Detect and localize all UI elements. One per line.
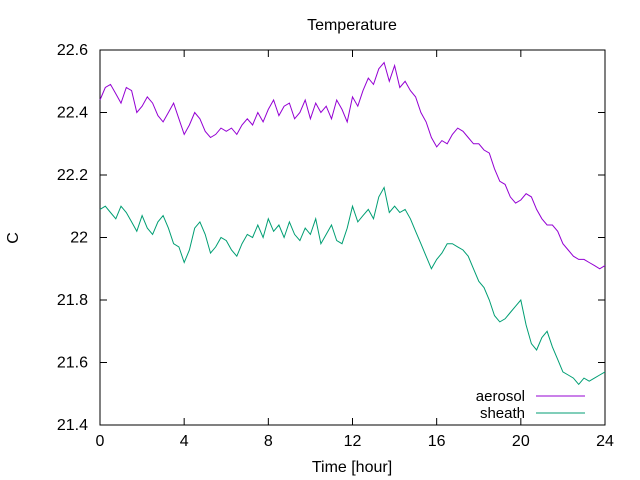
y-tick-label: 21.6 bbox=[57, 355, 88, 372]
x-tick-label: 12 bbox=[344, 433, 362, 450]
y-tick-label: 22 bbox=[70, 230, 88, 247]
x-tick-label: 8 bbox=[264, 433, 273, 450]
y-axis: 21.4 21.6 21.8 22 22.2 22.4 22.6 bbox=[57, 42, 605, 434]
plot-frame bbox=[99, 49, 606, 426]
x-axis-title: Time [hour] bbox=[312, 459, 392, 476]
x-tick-label: 4 bbox=[180, 433, 189, 450]
y-tick-label: 22.6 bbox=[57, 42, 88, 59]
y-axis-title: C bbox=[5, 232, 22, 244]
y-tick-label: 21.8 bbox=[57, 292, 88, 309]
x-tick-label: 24 bbox=[596, 433, 614, 450]
series-line-aerosol bbox=[99, 61, 606, 270]
legend-label-sheath: sheath bbox=[480, 405, 525, 422]
y-tick-label: 22.4 bbox=[57, 105, 88, 122]
series-layer bbox=[99, 61, 606, 386]
y-tick-label: 22.2 bbox=[57, 167, 88, 184]
x-tick-label: 16 bbox=[428, 433, 446, 450]
legend-label-aerosol: aerosol bbox=[476, 388, 525, 405]
x-axis: 0 4 8 12 16 20 24 bbox=[96, 50, 614, 450]
y-tick-label: 21.4 bbox=[57, 417, 88, 434]
x-tick-label: 0 bbox=[96, 433, 105, 450]
x-tick-label: 20 bbox=[512, 433, 530, 450]
series-line-sheath bbox=[99, 186, 606, 386]
chart-title: Temperature bbox=[307, 17, 397, 34]
